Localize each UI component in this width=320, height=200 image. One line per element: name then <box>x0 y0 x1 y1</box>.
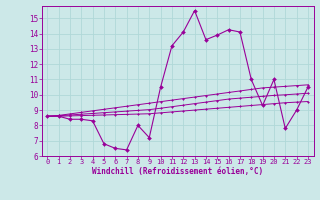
X-axis label: Windchill (Refroidissement éolien,°C): Windchill (Refroidissement éolien,°C) <box>92 167 263 176</box>
